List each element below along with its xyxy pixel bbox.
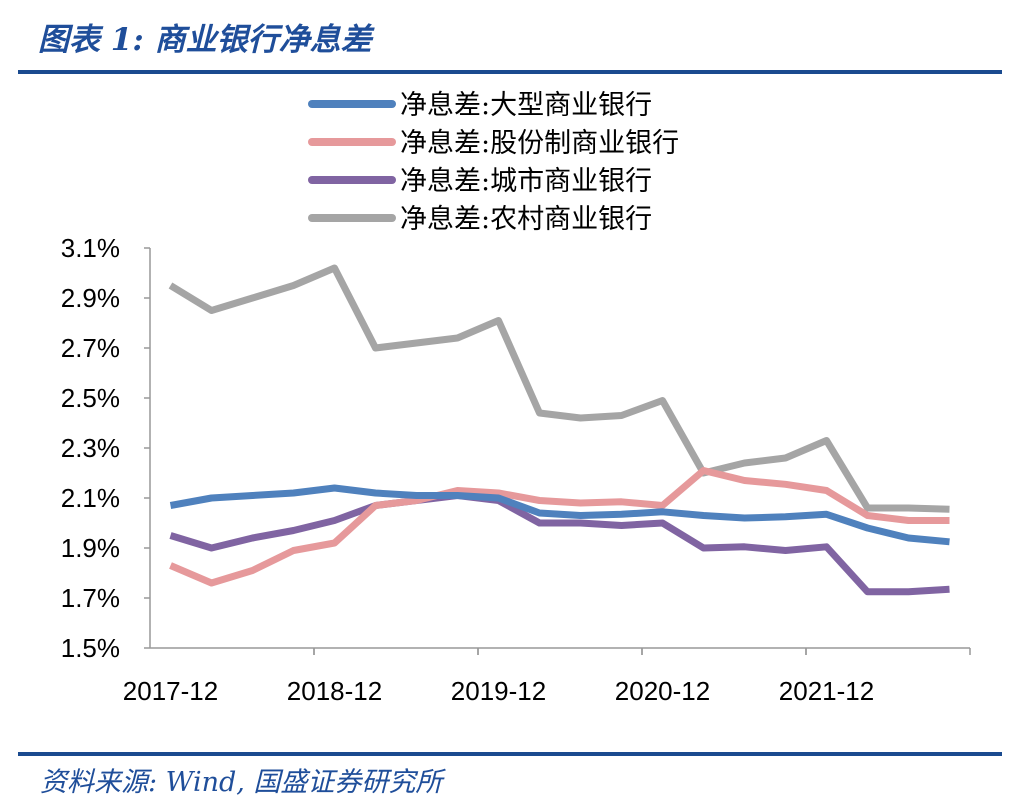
- series-line: [169, 484, 950, 546]
- y-tick-label: 2.5%: [61, 383, 120, 413]
- top-divider: [18, 70, 1002, 74]
- axes: 3.1% 2.9% 2.7% 2.5% 2.3% 2.1% 1.9% 1.7% 1.5%2017…: [61, 233, 971, 706]
- y-tick-label: 1.9%: [61, 533, 120, 563]
- y-tick-label: 2.3%: [61, 433, 120, 463]
- y-tick-label: 1.7%: [61, 583, 120, 613]
- figure-title: 图表 1: 商业银行净息差: [38, 22, 372, 58]
- series-line: [168, 264, 950, 513]
- y-tick-label: 2.7%: [61, 333, 120, 363]
- y-tick-label: 2.9%: [61, 283, 120, 313]
- x-tick-label: 2017-12: [123, 676, 218, 706]
- y-tick-label: 1.5%: [61, 633, 120, 663]
- legend-label: 净息差:城市商业银行: [400, 166, 652, 197]
- y-tick-label: 3.1%: [61, 233, 120, 263]
- x-tick-label: 2020-12: [615, 676, 710, 706]
- bottom-divider: [18, 752, 1002, 756]
- series-lines: [168, 264, 950, 596]
- series-line: [169, 492, 950, 596]
- legend: 净息差:大型商业银行净息差:股份制商业银行净息差:城市商业银行净息差:农村商业银…: [308, 90, 679, 235]
- x-tick-label: 2021-12: [779, 676, 874, 706]
- x-tick-label: 2019-12: [451, 676, 546, 706]
- series-line: [169, 467, 950, 587]
- legend-label: 净息差:农村商业银行: [400, 204, 652, 235]
- y-tick-label: 2.1%: [61, 483, 120, 513]
- source-note: 资料来源: Wind, 国盛证券研究所: [40, 767, 443, 798]
- x-tick-label: 2018-12: [287, 676, 382, 706]
- legend-label: 净息差:股份制商业银行: [400, 128, 679, 159]
- legend-label: 净息差:大型商业银行: [400, 90, 652, 121]
